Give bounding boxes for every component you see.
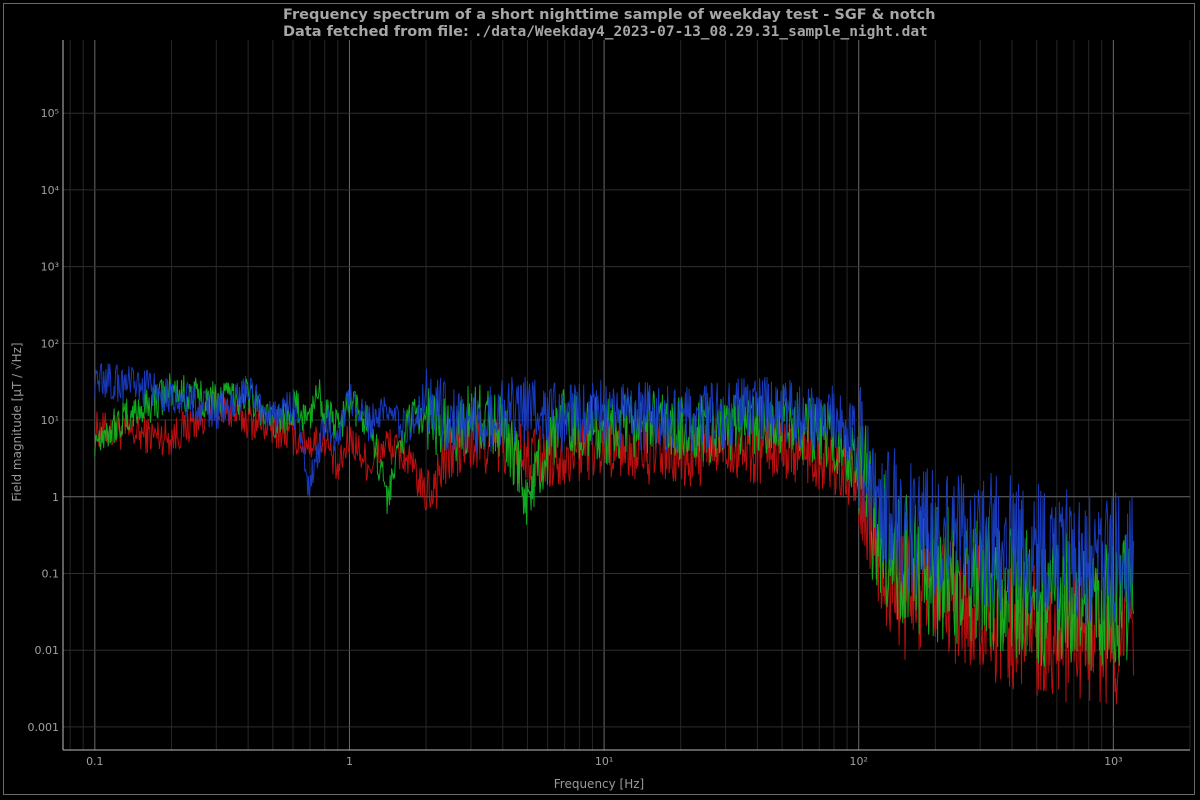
- major-grid: [63, 40, 1190, 750]
- subtitle-file-path: ./data/Weekday4_2023-07-13_08.29.31_samp…: [473, 24, 928, 40]
- y-tick-label: 10³: [41, 261, 59, 274]
- series-line-2: [94, 373, 1134, 671]
- y-tick-label: 10¹: [41, 414, 59, 427]
- figure-frame: [3, 3, 1195, 795]
- y-tick-labels: 0.001 0.01 0.1 1 10¹ 10² 10³ 10⁴ 10⁵: [28, 107, 60, 734]
- y-tick-label: 0.001: [28, 721, 60, 734]
- x-tick-labels: 0.1 1 10¹ 10² 10³: [86, 755, 1122, 768]
- y-tick-label: 10²: [41, 337, 59, 350]
- y-tick-label: 0.01: [35, 644, 60, 657]
- y-tick-label: 1: [52, 491, 59, 504]
- y-tick-label: 10⁵: [41, 107, 59, 120]
- y-axis-label: Field magnitude [µT / √Hz]: [10, 342, 24, 501]
- subtitle-label: Data fetched from file:: [283, 24, 474, 40]
- y-tick-label: 10⁴: [41, 184, 60, 197]
- x-axis-label: Frequency [Hz]: [554, 777, 645, 791]
- chart-title: Frequency spectrum of a short nighttime …: [283, 7, 936, 23]
- y-tick-label: 0.1: [42, 567, 60, 580]
- series-line-3: [94, 363, 1134, 628]
- x-tick-label: 10²: [850, 755, 868, 768]
- axes: [62, 40, 1190, 751]
- x-tick-label: 0.1: [86, 755, 104, 768]
- x-tick-label: 10³: [1104, 755, 1122, 768]
- x-tick-label: 10¹: [595, 755, 613, 768]
- chart-subtitle: Data fetched from file: ./data/Weekday4_…: [283, 24, 928, 40]
- series-group: [94, 363, 1134, 705]
- x-tick-label: 1: [346, 755, 353, 768]
